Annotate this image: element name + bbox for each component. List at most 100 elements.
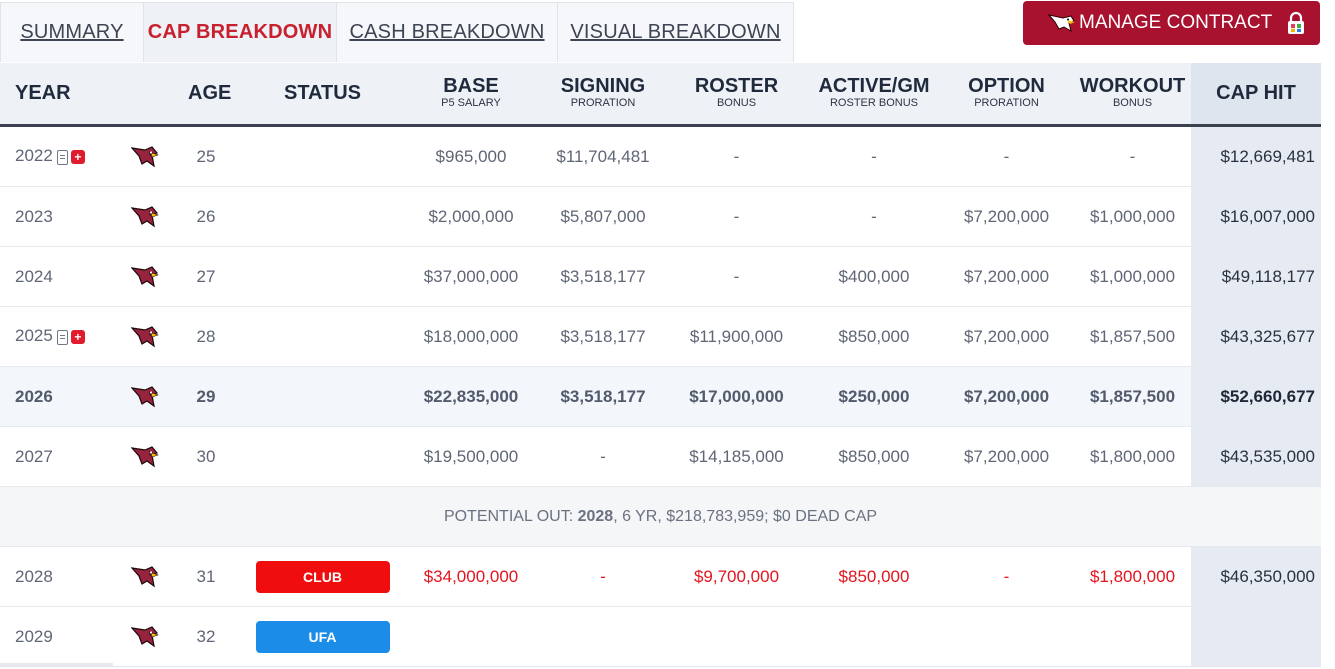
potential-out-prefix: POTENTIAL OUT: bbox=[443, 507, 578, 525]
col-roster[interactable]: ROSTER BONUS bbox=[664, 63, 809, 127]
year-value: 2024 bbox=[15, 266, 53, 286]
row-icons: + bbox=[56, 147, 85, 167]
cardinal-logo-icon bbox=[1047, 14, 1075, 33]
option-cell: $7,200,000 bbox=[939, 186, 1074, 247]
cap-hit-cell: $49,118,177 bbox=[1191, 246, 1321, 307]
cardinal-logo-icon bbox=[130, 205, 159, 227]
table-row[interactable]: 2029 32 UFA bbox=[0, 606, 1321, 667]
option-cell bbox=[939, 606, 1074, 667]
base-cell: $19,500,000 bbox=[400, 426, 542, 487]
year-value: 2029 bbox=[15, 626, 53, 646]
cardinal-logo-icon bbox=[130, 145, 159, 167]
tab-cap-breakdown[interactable]: CAP BREAKDOWN bbox=[143, 2, 337, 62]
table-row[interactable]: 2024 27 $37,000,000 $3,518,177- $400,000 $7,2… bbox=[0, 246, 1321, 307]
age-cell: 28 bbox=[167, 306, 245, 367]
roster-cell: - bbox=[664, 246, 809, 307]
workout-cell: $1,857,500 bbox=[1074, 306, 1191, 367]
col-workout-sublabel: BONUS bbox=[1112, 97, 1153, 109]
year-cell: 2024 bbox=[0, 246, 122, 307]
col-workout[interactable]: WORKOUT BONUS bbox=[1074, 63, 1191, 127]
cardinal-logo-icon bbox=[130, 445, 159, 467]
manage-contract-button[interactable]: MANAGE CONTRACT bbox=[1023, 1, 1320, 45]
col-status-label: STATUS bbox=[283, 82, 362, 104]
status-cell: CLUB bbox=[245, 546, 400, 607]
col-age[interactable]: AGE bbox=[167, 63, 245, 127]
option-cell: $7,200,000 bbox=[939, 426, 1074, 487]
table-row[interactable]: 2026 29 $22,835,000 $3,518,177 $17,000,000 $2… bbox=[0, 366, 1321, 427]
col-age-label: AGE bbox=[188, 82, 232, 104]
status-badge: CLUB bbox=[255, 560, 390, 593]
option-cell: $7,200,000 bbox=[939, 366, 1074, 427]
roster-cell: - bbox=[664, 186, 809, 247]
year-cell: 2022 + bbox=[0, 125, 122, 187]
status-cell bbox=[245, 246, 400, 307]
year-cell: 2025 + bbox=[0, 306, 122, 367]
age-cell: 30 bbox=[167, 426, 245, 487]
col-signing-label: SIGNING bbox=[560, 75, 646, 97]
cap-hit-cell: $43,325,677 bbox=[1191, 306, 1321, 367]
col-status[interactable]: STATUS bbox=[245, 63, 400, 127]
document-icon[interactable] bbox=[56, 149, 68, 165]
cardinal-logo-icon bbox=[130, 385, 159, 407]
active-cell: $850,000 bbox=[809, 426, 939, 487]
table-row[interactable]: 2027 30 $19,500,000- $14,185,000 $850,000 $7,… bbox=[0, 426, 1321, 487]
signing-cell: $3,518,177 bbox=[542, 306, 664, 367]
add-note-icon[interactable]: + bbox=[70, 150, 85, 165]
tab-cash-breakdown[interactable]: CASH BREAKDOWN bbox=[336, 2, 558, 62]
active-cell: - bbox=[809, 125, 939, 187]
year-cell: 2027 bbox=[0, 426, 122, 487]
roster-cell: $17,000,000 bbox=[664, 366, 809, 427]
cardinal-logo-icon bbox=[130, 265, 159, 287]
right-edge bbox=[1321, 63, 1335, 669]
cap-hit-cell bbox=[1191, 606, 1321, 667]
col-year[interactable]: YEAR bbox=[0, 63, 122, 127]
roster-cell: $9,700,000 bbox=[664, 546, 809, 607]
signing-cell: $5,807,000 bbox=[542, 186, 664, 247]
col-active-gm[interactable]: ACTIVE/GM ROSTER BONUS bbox=[809, 63, 939, 127]
base-cell: $18,000,000 bbox=[400, 306, 542, 367]
cap-hit-cell: $12,669,481 bbox=[1191, 125, 1321, 187]
year-value: 2027 bbox=[15, 446, 53, 466]
table-row[interactable]: 2025 +28 $18,000,000 $3,518,177 $11,900,000 $… bbox=[0, 306, 1321, 367]
status-badge: UFA bbox=[255, 620, 390, 653]
table-row[interactable]: 2022 +25 $965,000 $11,704,481- - - - $12,669,48… bbox=[0, 125, 1321, 187]
status-cell bbox=[245, 426, 400, 487]
base-cell: $37,000,000 bbox=[400, 246, 542, 307]
col-option-sublabel: PRORATION bbox=[974, 97, 1039, 109]
team-cell bbox=[122, 306, 167, 367]
team-cell bbox=[122, 246, 167, 307]
add-note-icon[interactable]: + bbox=[70, 330, 85, 345]
workout-cell bbox=[1074, 606, 1191, 667]
col-base-label: BASE bbox=[443, 75, 499, 97]
cap-hit-cell: $43,535,000 bbox=[1191, 426, 1321, 487]
tab-visual-breakdown-label: VISUAL BREAKDOWN bbox=[570, 21, 781, 43]
base-cell: $34,000,000 bbox=[400, 546, 542, 607]
tab-cash-breakdown-label: CASH BREAKDOWN bbox=[349, 21, 545, 43]
cap-hit-cell: $46,350,000 bbox=[1191, 546, 1321, 607]
workout-cell: $1,000,000 bbox=[1074, 186, 1191, 247]
cardinal-logo-icon bbox=[130, 565, 159, 587]
col-workout-label: WORKOUT bbox=[1079, 75, 1186, 97]
year-cell: 2029 bbox=[0, 606, 122, 667]
year-value: 2026 bbox=[15, 386, 53, 406]
workout-cell: $1,857,500 bbox=[1074, 366, 1191, 427]
table-row[interactable]: 2023 26 $2,000,000 $5,807,000- - $7,200,000 $1… bbox=[0, 186, 1321, 247]
document-icon[interactable] bbox=[56, 329, 68, 345]
signing-cell: - bbox=[542, 546, 664, 607]
tab-summary[interactable]: SUMMARY bbox=[0, 2, 144, 62]
scroll-indicator bbox=[0, 663, 113, 666]
potential-out-row: POTENTIAL OUT: 2028, 6 YR, $218,783,959;… bbox=[0, 486, 1321, 547]
tab-visual-breakdown[interactable]: VISUAL BREAKDOWN bbox=[557, 2, 794, 62]
team-cell bbox=[122, 366, 167, 427]
team-cell bbox=[122, 546, 167, 607]
tab-bar: SUMMARY CAP BREAKDOWN CASH BREAKDOWN VIS… bbox=[0, 2, 794, 63]
col-base-sublabel: P5 SALARY bbox=[441, 97, 501, 109]
col-signing[interactable]: SIGNING PRORATION bbox=[542, 63, 664, 127]
col-option[interactable]: OPTION PRORATION bbox=[939, 63, 1074, 127]
status-cell bbox=[245, 306, 400, 367]
col-base[interactable]: BASE P5 SALARY bbox=[400, 63, 542, 127]
table-row[interactable]: 2028 31 CLUB $34,000,000- $9,700,000 $850,000… bbox=[0, 546, 1321, 607]
base-cell: $22,835,000 bbox=[400, 366, 542, 427]
col-cap-hit[interactable]: CAP HIT bbox=[1191, 63, 1321, 127]
cardinal-logo-icon bbox=[130, 625, 159, 647]
